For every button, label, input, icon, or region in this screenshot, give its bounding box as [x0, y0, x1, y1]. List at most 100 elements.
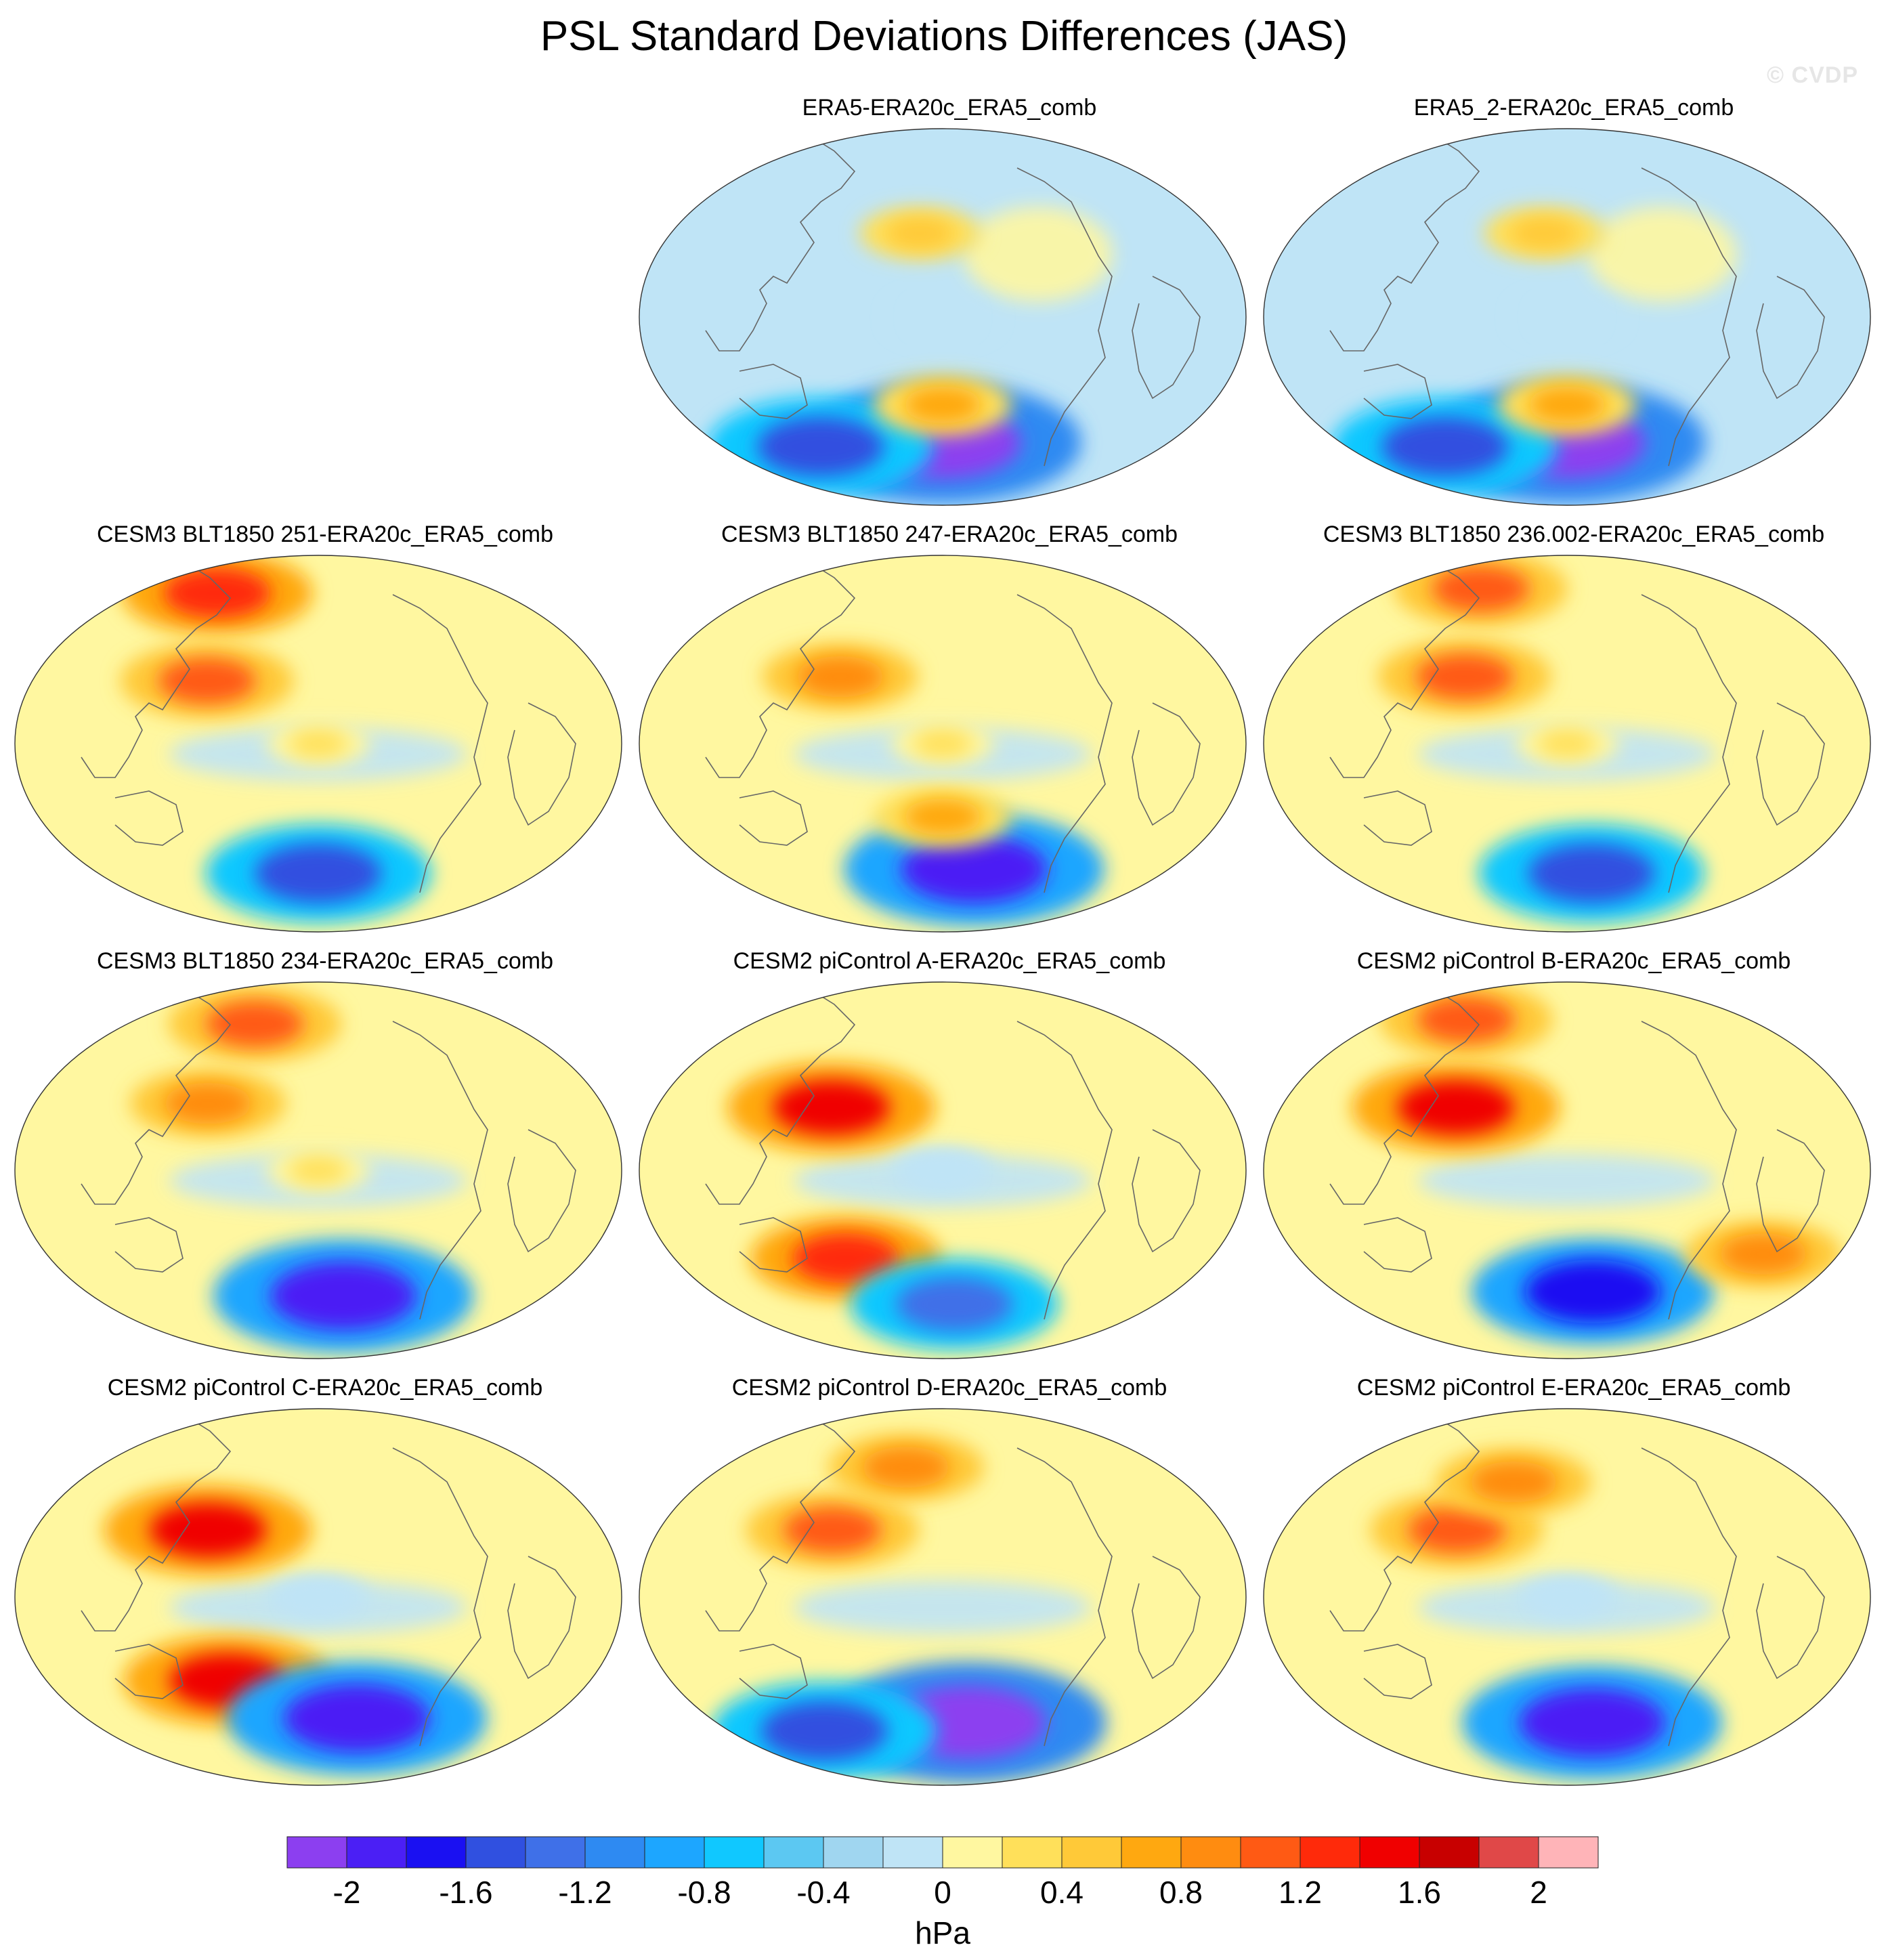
panel-title: ERA5-ERA20c_ERA5_comb: [802, 95, 1097, 121]
panel-title: CESM2 piControl D-ERA20c_ERA5_comb: [731, 1375, 1167, 1401]
colorbar-swatch: [1478, 1836, 1539, 1869]
colorbar-tick-label: -1.6: [439, 1875, 492, 1910]
map-anomaly-core: [270, 1261, 417, 1330]
map-panel: ERA5_2-ERA20c_ERA5_comb: [1262, 95, 1885, 528]
map-anomaly-core: [1510, 217, 1579, 249]
map-svg: [1263, 1408, 1871, 1786]
coastline: [1756, 276, 1825, 400]
colorbar-swatch: [1419, 1836, 1480, 1869]
colorbar-tick-label: 1.6: [1398, 1875, 1441, 1910]
coastline: [392, 594, 488, 893]
map-coastlines: [81, 560, 576, 893]
coastline: [1363, 1644, 1432, 1699]
map-coastlines: [1329, 987, 1825, 1320]
coastline: [739, 364, 808, 419]
map-anomaly-core: [913, 303, 972, 331]
map-anomaly-core: [796, 656, 884, 698]
map-coastlines: [705, 1413, 1201, 1747]
map-anomaly-core: [1537, 729, 1597, 758]
map-band: [1418, 1153, 1716, 1208]
map-border: [1263, 981, 1871, 1359]
colorbar-swatch: [1359, 1836, 1420, 1869]
coastline: [1016, 167, 1113, 467]
map-anomaly-core: [792, 1233, 900, 1283]
colorbar-tick-label: 2: [1530, 1875, 1547, 1910]
coastline: [392, 1021, 488, 1320]
map-coastlines: [705, 560, 1201, 893]
coastline: [1329, 560, 1480, 778]
panel-title: CESM3 BLT1850 234-ERA20c_ERA5_comb: [96, 948, 554, 974]
map-anomaly-core: [903, 798, 982, 835]
map-svg: [14, 981, 622, 1359]
coastline: [1132, 1556, 1201, 1680]
map-anomaly-core: [288, 729, 348, 758]
colorbar-swatch: [346, 1836, 407, 1869]
coastline: [81, 560, 232, 778]
colorbar-svg: -2 -1.6 -1.2 -0.8 -0.4 0 0.4 0.8 1.2 1.6 2 hPa: [286, 1836, 1599, 1951]
coastline: [705, 1413, 856, 1632]
map-band: [794, 1580, 1092, 1635]
coastline: [1132, 276, 1201, 400]
map-panel: CESM2 piControl A-ERA20c_ERA5_comb: [638, 948, 1261, 1382]
colorbar-swatch: [763, 1836, 824, 1869]
map-panel: CESM2 piControl D-ERA20c_ERA5_comb: [638, 1375, 1261, 1808]
map-anomaly-core: [1408, 1507, 1506, 1553]
map-anomaly-core: [255, 843, 382, 903]
map-anomaly-core: [1528, 386, 1606, 423]
figure-title: PSL Standard Deviations Differences (JAS…: [540, 13, 1348, 60]
coastline: [1016, 1447, 1113, 1747]
colorbar-tick-label: -1.2: [558, 1875, 612, 1910]
map-svg: [1263, 555, 1871, 933]
colorbar-tick-label: 0.8: [1159, 1875, 1203, 1910]
coastline: [1132, 1129, 1201, 1253]
map-border: [14, 1408, 622, 1786]
map-anomaly-core: [1469, 1461, 1558, 1503]
map-band: [963, 207, 1113, 302]
colorbar-swatch: [704, 1836, 765, 1869]
map-anomaly-core: [903, 386, 982, 423]
panel-title: CESM2 piControl B-ERA20c_ERA5_comb: [1356, 948, 1791, 974]
map-anomaly-core: [773, 1080, 891, 1135]
coastline: [114, 1644, 184, 1699]
map-anomaly-core: [1519, 1688, 1666, 1757]
map-anomaly-core: [164, 1082, 252, 1124]
coastline: [507, 702, 576, 826]
colorbar-swatch: [644, 1836, 705, 1869]
map-anomaly-core: [901, 834, 1048, 903]
map-anomaly-core: [1719, 1233, 1807, 1275]
map-anomaly-core: [896, 1277, 1013, 1332]
colorbar-swatch: [1061, 1836, 1122, 1869]
coastline: [1641, 1021, 1737, 1320]
map-coastlines: [705, 987, 1201, 1320]
colorbar-tick-label: 1.2: [1279, 1875, 1322, 1910]
map-anomaly-core: [206, 1001, 304, 1047]
map-anomaly-core: [862, 1447, 950, 1488]
map-svg: [1263, 981, 1871, 1359]
map-coastlines: [81, 987, 576, 1320]
map-anomaly-core: [1537, 1583, 1597, 1611]
colorbar-swatch: [1240, 1836, 1301, 1869]
map-panel: CESM3 BLT1850 251-ERA20c_ERA5_comb: [14, 521, 637, 955]
map-anomaly-core: [1381, 417, 1509, 477]
colorbar-swatch: [942, 1836, 1003, 1869]
map-panel: CESM3 BLT1850 247-ERA20c_ERA5_comb: [638, 521, 1261, 955]
coastline: [1756, 702, 1825, 826]
coastline: [1641, 1447, 1737, 1747]
coastline: [1363, 1217, 1432, 1273]
map-border: [639, 1408, 1247, 1786]
coastline: [114, 1217, 184, 1273]
coastline: [739, 790, 808, 846]
map-anomaly-core: [1537, 303, 1597, 331]
map-anomaly-core: [163, 568, 271, 618]
map-anomaly-core: [149, 1502, 267, 1558]
map-border: [639, 981, 1247, 1359]
map-svg: [639, 555, 1247, 933]
map-anomaly-core: [760, 1701, 888, 1761]
colorbar-swatch: [1180, 1836, 1241, 1869]
coastline: [1329, 1413, 1480, 1632]
panel-title: CESM3 BLT1850 236.002-ERA20c_ERA5_comb: [1323, 521, 1825, 547]
map-svg: [14, 555, 622, 933]
colorbar-swatch: [465, 1836, 526, 1869]
coastline: [507, 1556, 576, 1680]
map-svg: [639, 981, 1247, 1359]
